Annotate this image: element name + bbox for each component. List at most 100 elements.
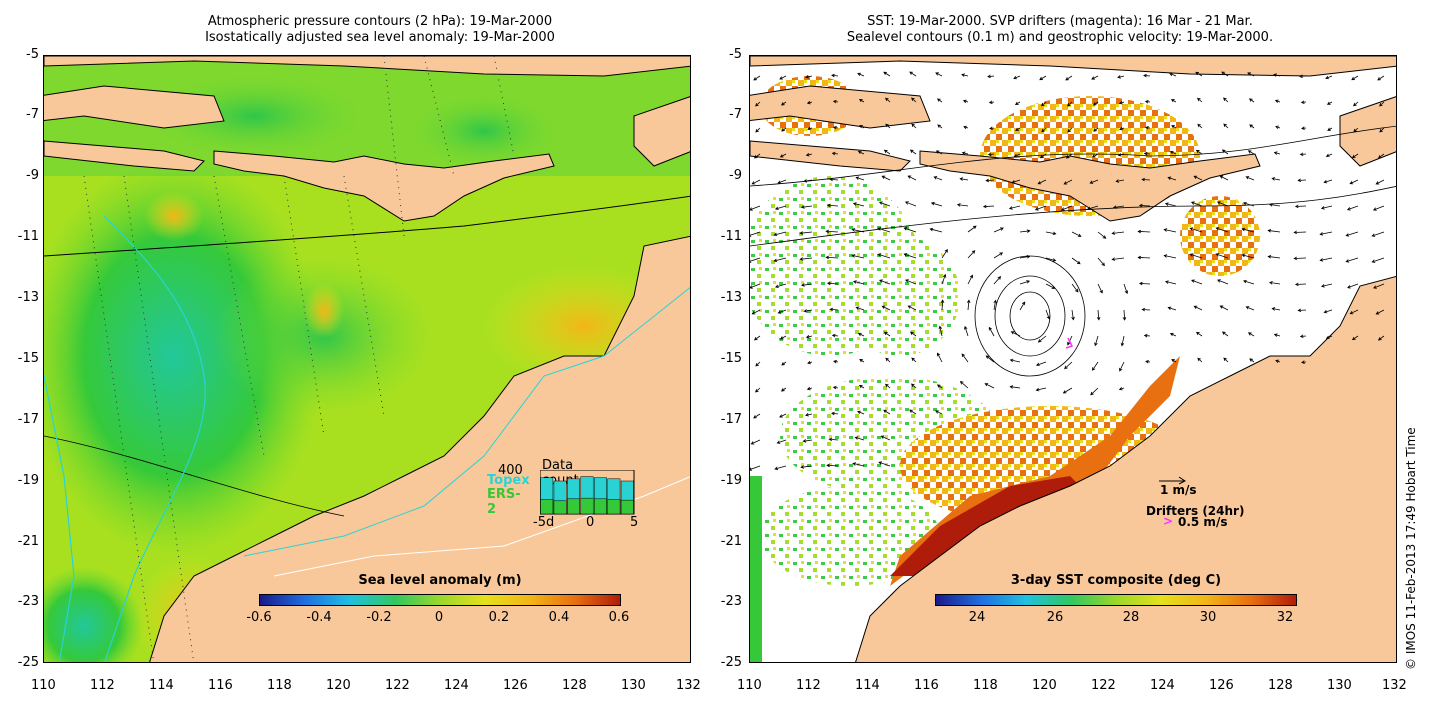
velocity-arrow: [1351, 153, 1359, 159]
velocity-arrow: [880, 435, 891, 441]
velocity-arrow: [750, 257, 761, 263]
velocity-arrow: [1009, 385, 1021, 389]
velocity-arrow: [1215, 227, 1229, 233]
velocity-arrow: [1347, 283, 1359, 289]
right-colorbar: [935, 594, 1297, 606]
velocity-arrow: [1067, 127, 1073, 133]
velocity-arrow: [779, 413, 787, 418]
velocity-arrow: [982, 204, 995, 209]
velocity-arrow: [803, 179, 813, 183]
velocity-arrow: [777, 179, 787, 184]
right-xtick-0: 110: [737, 678, 762, 693]
velocity-arrow: [961, 353, 969, 363]
velocity-arrow: [750, 439, 761, 445]
velocity-arrow: [1123, 283, 1129, 295]
velocity-arrow: [1093, 127, 1099, 132]
velocity-arrow: [1164, 202, 1177, 207]
velocity-arrow: [1275, 125, 1281, 129]
velocity-arrow: [800, 283, 813, 287]
sea-level-anomaly-map: [43, 55, 691, 663]
velocity-arrow: [1197, 97, 1203, 103]
velocity-arrow: [807, 360, 813, 365]
left-ytick-2: -9: [26, 168, 39, 183]
velocity-arrow: [755, 101, 761, 107]
velocity-arrow: [1215, 253, 1229, 259]
velocity-arrow: [1377, 335, 1385, 341]
velocity-arrow: [1138, 203, 1151, 208]
velocity-arrow: [780, 387, 787, 392]
velocity-arrow: [1034, 205, 1047, 211]
velocity-arrow: [956, 203, 969, 207]
velocity-arrow: [1141, 177, 1151, 182]
velocity-arrow: [857, 332, 865, 337]
velocity-arrow: [881, 175, 891, 181]
velocity-arrow: [1371, 231, 1385, 237]
velocity-arrow: [1060, 205, 1073, 211]
velocity-arrow: [1372, 205, 1385, 211]
drifters-label: Drifters (24hr): [1146, 504, 1245, 518]
velocity-arrow: [1197, 357, 1203, 363]
velocity-arrow: [936, 352, 943, 363]
velocity-arrow: [1019, 301, 1026, 311]
right-ytick-5: -15: [720, 351, 742, 366]
velocity-arrow: [1143, 333, 1151, 338]
velocity-arrow: [1193, 175, 1203, 181]
velocity-arrow: [1319, 257, 1333, 262]
island-java: [750, 85, 931, 129]
velocity-arrow: [885, 123, 891, 129]
velocity-arrow: [1377, 75, 1385, 81]
ers-count-bar: [607, 499, 621, 515]
velocity-arrow: [781, 127, 787, 132]
left-xtick-3: 116: [208, 678, 233, 693]
velocity-arrow: [1373, 283, 1385, 289]
velocity-arrow: [1274, 99, 1281, 103]
velocity-arrow: [1008, 205, 1021, 210]
velocity-arrow: [852, 202, 865, 207]
left-ytick-6: -17: [17, 412, 39, 427]
velocity-arrow: [909, 71, 917, 77]
velocity-arrow: [1092, 101, 1099, 106]
velocity-arrow: [1137, 255, 1151, 260]
imos-credit: © IMOS 11-Feb-2013 17:49 Hobart Time: [1404, 427, 1418, 670]
velocity-arrow: [885, 357, 891, 363]
velocity-arrow: [903, 253, 917, 259]
velocity-arrow: [774, 465, 787, 471]
velocity-arrow: [1379, 127, 1385, 133]
right-xtick-11: 132: [1382, 678, 1407, 693]
velocity-arrow: [1097, 257, 1105, 267]
velocity-arrow: [959, 177, 969, 181]
right-xtick-1: 112: [796, 678, 821, 693]
data-count-topex-label: Topex: [487, 473, 530, 488]
velocity-arrow: [1197, 123, 1203, 129]
velocity-arrow: [1353, 127, 1359, 133]
velocity-arrow: [885, 97, 891, 103]
velocity-arrow: [1273, 333, 1281, 337]
velocity-arrow: [879, 279, 891, 285]
left-xtick-4: 118: [267, 678, 292, 693]
velocity-arrow: [907, 305, 917, 311]
left-ytick-9: -23: [17, 594, 39, 609]
velocity-arrow: [987, 152, 995, 157]
topex-track-3: [243, 286, 690, 557]
velocity-arrow: [859, 358, 865, 363]
velocity-arrow: [1353, 101, 1359, 107]
left-cb-tick-3: 0: [434, 610, 444, 625]
velocity-arrow: [903, 227, 917, 233]
velocity-arrow: [774, 283, 787, 289]
velocity-arrow: [1349, 179, 1359, 185]
velocity-arrow: [1163, 254, 1177, 259]
velocity-arrow: [1117, 75, 1125, 79]
velocity-arrow: [962, 99, 969, 104]
velocity-arrow: [753, 413, 761, 419]
island-lesser-sunda: [919, 150, 1261, 222]
velocity-arrow: [1111, 257, 1125, 261]
velocity-arrow: [1145, 359, 1151, 364]
velocity-arrow: [833, 125, 839, 130]
velocity-arrow: [1248, 98, 1255, 103]
right-ytick-9: -23: [720, 594, 742, 609]
velocity-arrow: [1323, 309, 1333, 314]
left-cb-tick-0: -0.6: [246, 610, 272, 625]
svp-drifter-track: [1065, 337, 1074, 349]
island-bali-lombok: [44, 140, 205, 172]
histogram-bars: [540, 476, 634, 515]
